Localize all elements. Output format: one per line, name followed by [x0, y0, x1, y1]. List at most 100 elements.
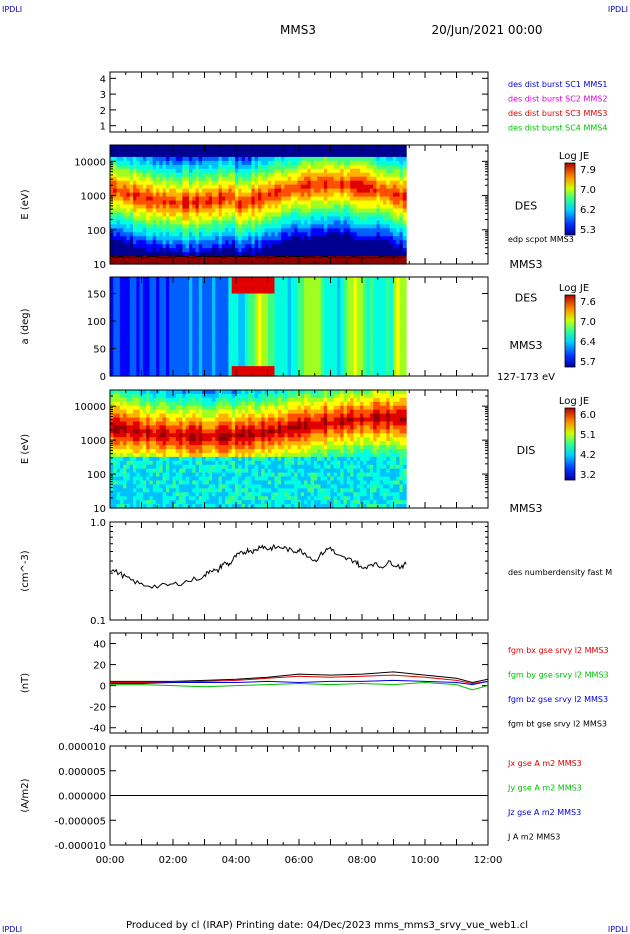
- heatmap-cell: [149, 192, 154, 198]
- heatmap-cell: [211, 343, 216, 347]
- heatmap-cell: [146, 310, 151, 314]
- heatmap-cell: [113, 349, 118, 354]
- heatmap-cell: [343, 248, 348, 253]
- heatmap-cell: [221, 184, 226, 190]
- heatmap-cell: [392, 160, 397, 166]
- heatmap-cell: [126, 339, 131, 344]
- heatmap-cell: [353, 232, 358, 237]
- heatmap-cell: [159, 283, 164, 288]
- heatmap-cell: [136, 372, 141, 377]
- heatmap-cell: [136, 224, 141, 229]
- heatmap-cell: [327, 356, 332, 361]
- heatmap-cell: [290, 208, 295, 214]
- heatmap-cell: [281, 244, 285, 249]
- heatmap-cell: [110, 248, 114, 253]
- heatmap-cell: [179, 184, 183, 190]
- heatmap-cell: [228, 280, 233, 285]
- heatmap-cell: [376, 252, 381, 257]
- heatmap-cell: [146, 300, 151, 304]
- heatmap-cell: [313, 306, 318, 311]
- heatmap-cell: [333, 196, 338, 202]
- heatmap-cell: [241, 316, 246, 321]
- heatmap-cell: [198, 286, 203, 291]
- heatmap-cell: [208, 313, 213, 318]
- heatmap-cell: [192, 224, 197, 229]
- heatmap-cell: [383, 172, 387, 178]
- heatmap-cell: [225, 248, 230, 253]
- heatmap-cell: [165, 333, 170, 337]
- heatmap-cell: [287, 145, 292, 150]
- heatmap-cell: [185, 244, 190, 249]
- heatmap-cell: [248, 236, 253, 241]
- heatmap-cell: [238, 220, 243, 225]
- heatmap-cell: [172, 359, 177, 364]
- heatmap-cell: [304, 196, 308, 202]
- heatmap-cell: [274, 313, 279, 318]
- heatmap-cell: [343, 216, 348, 221]
- heatmap-cell: [146, 290, 151, 295]
- heatmap-cell: [373, 160, 378, 166]
- heatmap-cell: [221, 252, 226, 257]
- heatmap-cell: [353, 176, 358, 182]
- heatmap-cell: [366, 248, 371, 253]
- heatmap-cell: [337, 196, 341, 202]
- heatmap-cell: [175, 293, 180, 298]
- heatmap-cell: [221, 224, 226, 229]
- heatmap-cell: [235, 176, 239, 182]
- heatmap-cell: [294, 168, 299, 174]
- heatmap-cell: [139, 296, 144, 301]
- heatmap-cell: [205, 316, 210, 321]
- heatmap-cell: [175, 156, 180, 162]
- heatmap-cell: [129, 280, 134, 285]
- heatmap-cell: [323, 180, 328, 186]
- date-title: 20/Jun/2021 00:00: [431, 23, 542, 37]
- heatmap-cell: [211, 192, 216, 198]
- heatmap-cell: [159, 232, 164, 237]
- heatmap-cell: [192, 244, 197, 249]
- heatmap-cell: [300, 326, 305, 331]
- heatmap-cell: [218, 339, 223, 344]
- heatmap-cell: [139, 160, 144, 166]
- heatmap-cell: [202, 192, 207, 198]
- heatmap-cell: [175, 188, 180, 194]
- heatmap-cell: [119, 316, 124, 321]
- heatmap-cell: [208, 232, 213, 237]
- heatmap-cell: [179, 180, 183, 186]
- heatmap-cell: [346, 228, 351, 233]
- heatmap-cell: [215, 145, 220, 150]
- heatmap-cell: [119, 319, 124, 324]
- heatmap-cell: [396, 256, 401, 261]
- heatmap-cell: [300, 300, 305, 304]
- heatmap-cell: [297, 300, 302, 304]
- heatmap-cell: [346, 220, 351, 225]
- heatmap-cell: [152, 306, 157, 311]
- heatmap-cell: [231, 252, 236, 257]
- heatmap-cell: [159, 188, 164, 194]
- heatmap-cell: [267, 224, 272, 229]
- heatmap-cell: [284, 310, 289, 314]
- heatmap-cell: [228, 303, 233, 308]
- heatmap-cell: [228, 323, 233, 328]
- heatmap-cell: [399, 145, 404, 150]
- heatmap-cell: [379, 172, 384, 178]
- heatmap-cell: [205, 188, 210, 194]
- heatmap-cell: [152, 343, 157, 347]
- heatmap-cell: [241, 152, 246, 158]
- heatmap-cell: [310, 356, 315, 361]
- heatmap-cell: [383, 192, 387, 198]
- heatmap-cell: [323, 145, 328, 150]
- heatmap-cell: [333, 352, 338, 357]
- heatmap-cell: [188, 196, 193, 202]
- heatmap-cell: [235, 216, 239, 221]
- heatmap-cell: [360, 228, 364, 233]
- heatmap-cell: [317, 359, 322, 364]
- heatmap-cell: [175, 152, 180, 158]
- heatmap-cell: [241, 200, 246, 206]
- heatmap-cell: [244, 283, 249, 288]
- heatmap-cell: [162, 148, 167, 154]
- heatmap-cell: [133, 160, 137, 166]
- heatmap-cell: [152, 300, 157, 304]
- heatmap-cell: [119, 220, 124, 225]
- heatmap-cell: [320, 248, 325, 253]
- heatmap-cell: [185, 336, 190, 341]
